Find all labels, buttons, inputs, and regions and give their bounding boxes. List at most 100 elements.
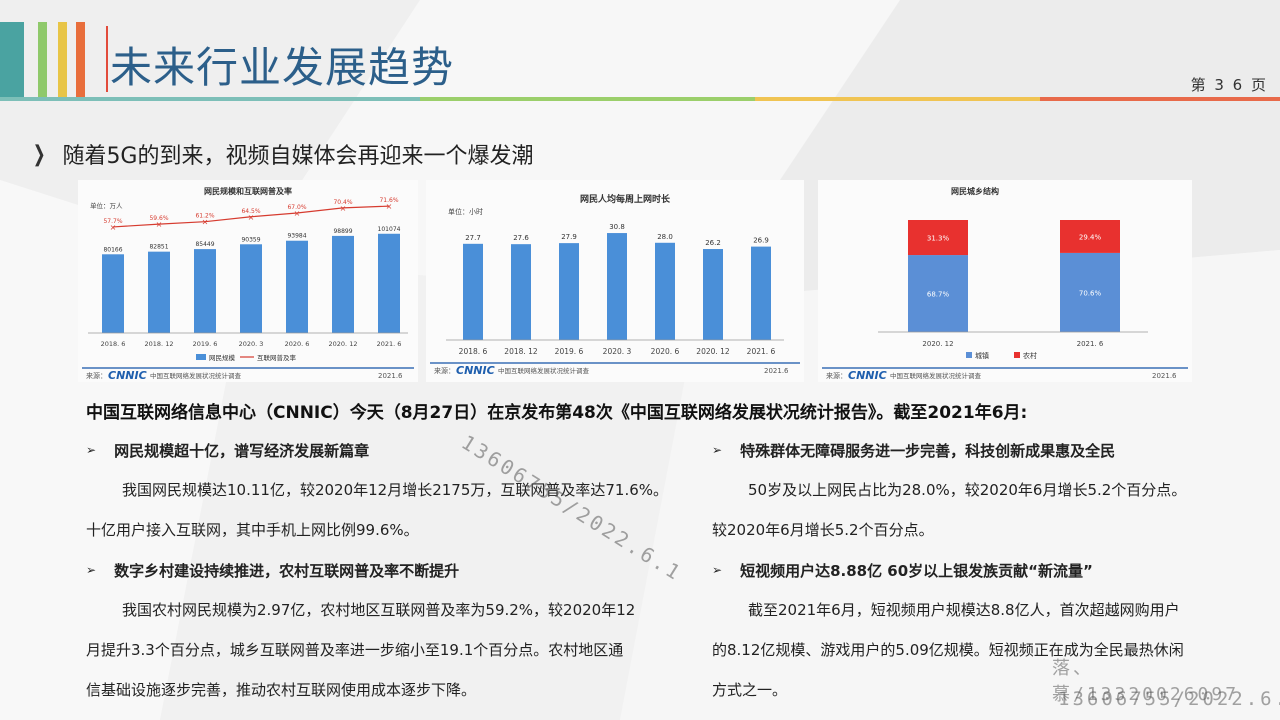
watermark-contact: 落、慕/13320026097 <box>1052 658 1240 705</box>
text-line: 十亿用户接入互联网，其中手机上网比例99.6%。 <box>86 521 419 539</box>
bar <box>194 249 216 333</box>
chevron-right-icon: ❯ <box>32 141 46 167</box>
source-text: 中国互联网络发展状况统计调查 <box>498 366 590 375</box>
arrow-bullet-icon: ➢ <box>86 443 97 457</box>
bar <box>332 235 354 333</box>
bar <box>511 244 531 340</box>
bar-label: 85449 <box>195 241 214 248</box>
bar <box>148 251 170 333</box>
chart-urban-rural: 网民城乡结构 68.7% 31.3% 2020. 12 70.6% 29.4% 2021. … <box>818 180 1192 382</box>
right-item-heading: ➢ 特殊群体无障碍服务进一步完善，科技创新成果惠及全民 <box>712 430 1252 470</box>
accent-stripe-2 <box>38 22 47 98</box>
bar-rural <box>908 220 968 256</box>
chart-title: 网民规模和互联网普及率 <box>204 186 292 196</box>
line-point: × <box>110 223 117 232</box>
page-title: 未来行业发展趋势 <box>110 43 455 92</box>
line-point: × <box>294 209 301 218</box>
bar-label: 27.9 <box>561 233 577 241</box>
right-column: ➢ 特殊群体无障碍服务进一步完善，科技创新成果惠及全民 50岁及以上网民占比为2… <box>712 430 1252 710</box>
legend-label: 城镇 <box>975 351 989 360</box>
bar-label: 30.8 <box>609 223 625 231</box>
bar-label: 82851 <box>149 244 168 251</box>
x-tick-label: 2018. 6 <box>101 340 126 348</box>
x-tick-label: 2021. 6 <box>377 340 402 348</box>
text-line: 较2020年6月增长5.2个百分点。 <box>712 521 934 539</box>
source-date: 2021.6 <box>1152 372 1177 380</box>
bar-label: 90359 <box>241 236 260 243</box>
x-tick-label: 2021. 6 <box>747 347 776 356</box>
accent-stripe-1 <box>0 22 24 98</box>
x-tick-label: 2018. 12 <box>504 347 538 356</box>
arrow-bullet-icon: ➢ <box>86 563 97 577</box>
colorbar-3 <box>755 97 1040 101</box>
cnnic-logo: CNNIC <box>848 369 887 382</box>
left-item-1-heading: 网民规模超十亿，谱写经济发展新篇章 <box>114 441 370 460</box>
bar-label: 98899 <box>333 228 352 235</box>
cnnic-logo: CNNIC <box>456 364 495 377</box>
text-line: 50岁及以上网民占比为28.0%，较2020年6月增长5.2个百分点。 <box>748 481 1187 499</box>
bar-label: 27.7 <box>465 234 481 242</box>
text-line: 方式之一。 <box>712 681 788 699</box>
left-item-heading: ➢ 网民规模超十亿，谱写经济发展新篇章 <box>86 430 686 470</box>
legend-swatch-bar <box>196 354 206 360</box>
bar <box>607 233 627 340</box>
legend-label: 网民规模 <box>209 353 236 362</box>
x-tick-label: 2021. 6 <box>1077 340 1104 348</box>
right-item-heading: ➢ 短视频用户达8.88亿 60岁以上银发族贡献“新流量” <box>712 550 1252 590</box>
bar-label: 27.6 <box>513 234 529 242</box>
line-point: × <box>340 204 347 213</box>
source-label: 来源： <box>434 366 455 375</box>
left-column: ➢ 网民规模超十亿，谱写经济发展新篇章 我国网民规模达10.11亿，较2020年… <box>86 430 686 710</box>
bar-label: 70.6% <box>1079 289 1102 297</box>
x-tick-label: 2020. 3 <box>603 347 632 356</box>
line-label: 67.0% <box>287 204 306 211</box>
source-label: 来源： <box>86 371 107 380</box>
series-line <box>112 205 390 228</box>
chart-title: 网民城乡结构 <box>951 186 999 196</box>
bar <box>751 246 771 340</box>
bar <box>286 240 308 333</box>
left-item-2-body: 我国农村网民规模为2.97亿，农村地区互联网普及率为59.2%，较2020年12… <box>86 590 686 710</box>
legend-label: 互联网普及率 <box>257 353 297 362</box>
line-label: 64.5% <box>241 208 260 215</box>
bar-label: 26.9 <box>753 237 769 245</box>
source-label: 来源： <box>826 371 847 380</box>
left-item-heading: ➢ 数字乡村建设持续推进，农村互联网普及率不断提升 <box>86 550 686 590</box>
accent-stripe-4 <box>76 22 85 98</box>
chart-internet-users: 网民规模和互联网普及率 单位：万人 80166 2018. 6 57.7% 82851 20… <box>78 180 418 382</box>
right-item-2-heading: 短视频用户达8.88亿 60岁以上银发族贡献“新流量” <box>740 561 1093 580</box>
x-tick-label: 2020. 12 <box>696 347 730 356</box>
bar-label: 31.3% <box>927 235 950 243</box>
bar <box>463 243 483 340</box>
bar <box>240 244 262 333</box>
source-text: 中国互联网络发展状况统计调查 <box>150 371 242 380</box>
bar <box>378 233 400 333</box>
bar-label: 93984 <box>287 233 306 240</box>
unit-label: 单位：万人 <box>90 201 123 210</box>
accent-stripe-3 <box>58 22 67 98</box>
bar-rural <box>1060 220 1120 253</box>
chart-weekly-hours: 网民人均每周上网时长 单位：小时 27.7 2018. 6 27.6 2018. 12 27… <box>426 180 804 382</box>
text-line: 截至2021年6月，短视频用户规模达8.8亿人，首次超越网购用户 <box>748 601 1180 619</box>
text-line: 信基础设施逐步完善，推动农村互联网使用成本逐步下降。 <box>86 681 477 699</box>
line-point: × <box>248 213 255 222</box>
left-item-2-heading: 数字乡村建设持续推进，农村互联网普及率不断提升 <box>114 561 460 580</box>
arrow-bullet-icon: ➢ <box>712 563 723 577</box>
bar-label: 29.4% <box>1079 233 1102 241</box>
right-item-1-body: 50岁及以上网民占比为28.0%，较2020年6月增长5.2个百分点。 较202… <box>712 470 1252 550</box>
colorbar-4 <box>1040 97 1280 101</box>
text-line: 月提升3.3个百分点，城乡互联网普及率进一步缩小至19.1个百分点。农村地区通 <box>86 641 624 659</box>
text-line: 我国网民规模达10.11亿，较2020年12月增长2175万，互联网普及率达71… <box>122 481 669 499</box>
right-item-2-body: 截至2021年6月，短视频用户规模达8.8亿人，首次超越网购用户 的8.12亿规… <box>712 590 1252 710</box>
bar-label: 28.0 <box>657 233 673 241</box>
x-tick-label: 2018. 12 <box>145 340 174 348</box>
bar-urban <box>908 255 968 332</box>
bar <box>102 254 124 333</box>
bar <box>559 243 579 340</box>
line-label: 59.6% <box>149 215 168 222</box>
source-date: 2021.6 <box>764 367 789 375</box>
right-item-1-heading: 特殊群体无障碍服务进一步完善，科技创新成果惠及全民 <box>740 441 1116 460</box>
line-point: × <box>156 220 163 229</box>
chart-title: 网民人均每周上网时长 <box>580 193 671 205</box>
x-tick-label: 2020. 12 <box>329 340 358 348</box>
